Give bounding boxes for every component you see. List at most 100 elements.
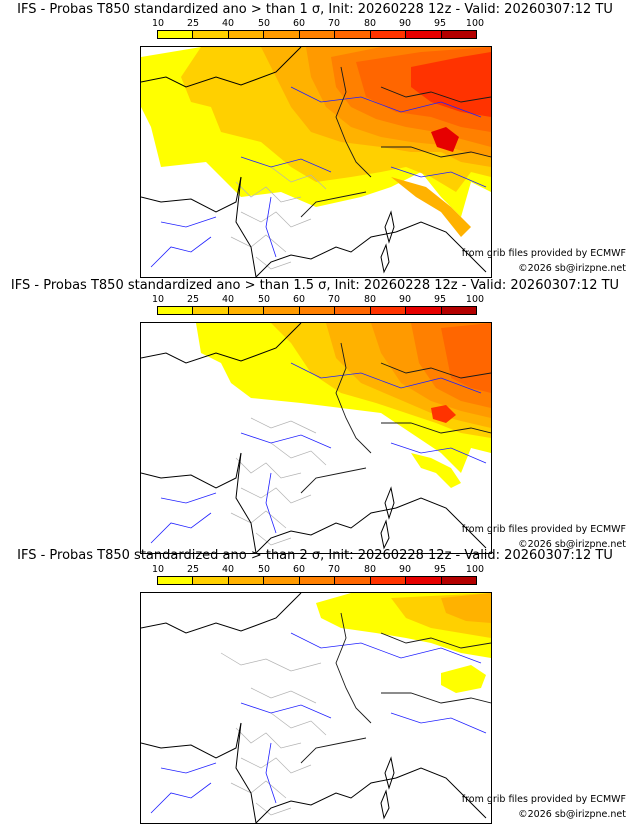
rivers — [150, 362, 487, 544]
colorbar-label-80: 80 — [363, 294, 377, 305]
colorbar-segment-50-60 — [264, 31, 300, 38]
colorbar-label-40: 40 — [221, 564, 235, 575]
colorbar-labels: 10 25 40 50 60 70 80 90 95 100 — [152, 564, 484, 575]
prob-area-90 — [431, 127, 459, 152]
rivers — [150, 632, 487, 814]
colorbar-segment-40-50 — [228, 577, 265, 584]
colorbar-label-95: 95 — [433, 294, 447, 305]
probability-shading — [141, 47, 491, 237]
colorbar-segment-60-70 — [299, 307, 336, 314]
colorbar-segment-25-40 — [193, 307, 229, 314]
colorbar-segment-60-70 — [299, 31, 336, 38]
colorbar-label-60: 60 — [292, 564, 306, 575]
probability-panel-2sigma: IFS - Probas T850 standardized ano > tha… — [0, 548, 630, 824]
colorbar-segment-60-70 — [299, 577, 336, 584]
colorbar-label-50: 50 — [257, 294, 271, 305]
probability-map — [140, 592, 492, 824]
coastlines — [141, 593, 487, 823]
colorbar-label-95: 95 — [433, 564, 447, 575]
colorbar-label-70: 70 — [327, 18, 341, 29]
colorbar — [157, 576, 477, 585]
colorbar-segment-50-60 — [264, 307, 300, 314]
panel-title: IFS - Probas T850 standardized ano > tha… — [10, 278, 620, 293]
colorbar-label-95: 95 — [433, 18, 447, 29]
colorbar-segment-80-90 — [370, 307, 407, 314]
colorbar-segment-70-80 — [335, 577, 371, 584]
colorbar-segment-40-50 — [228, 31, 265, 38]
colorbar-segment-80-90 — [370, 31, 407, 38]
source-credit: from grib files provided by ECMWF — [461, 524, 626, 535]
colorbar-segment-25-40 — [193, 577, 229, 584]
prob-area-80 — [431, 405, 456, 423]
colorbar-label-25: 25 — [186, 564, 200, 575]
colorbar-segment-90-95 — [406, 307, 442, 314]
colorbar-label-100: 100 — [465, 18, 485, 29]
coastlines — [141, 323, 487, 553]
region-outlines — [230, 417, 327, 546]
colorbar-segment-70-80 — [335, 31, 371, 38]
colorbar-label-25: 25 — [186, 18, 200, 29]
national-borders — [300, 66, 491, 218]
probability-map — [140, 322, 492, 554]
colorbar-label-50: 50 — [257, 18, 271, 29]
probability-panel-1sigma: IFS - Probas T850 standardized ano > tha… — [0, 2, 630, 278]
prob-area-40 — [441, 593, 491, 623]
colorbar-segment-10-25 — [158, 577, 194, 584]
source-credit: from grib files provided by ECMWF — [461, 794, 626, 805]
colorbar-label-90: 90 — [398, 564, 412, 575]
region-outlines — [230, 166, 327, 270]
colorbar-labels: 10 25 40 50 60 70 80 90 95 100 — [152, 18, 484, 29]
prob-area-alps-tail — [391, 177, 471, 237]
panel-title: IFS - Probas T850 standardized ano > tha… — [17, 2, 613, 17]
probability-panel-1_5sigma: IFS - Probas T850 standardized ano > tha… — [0, 278, 630, 554]
colorbar-label-60: 60 — [292, 18, 306, 29]
colorbar-segment-95-100 — [441, 577, 476, 584]
copyright: ©2026 sb@irizpne.net — [518, 539, 626, 550]
probability-map — [140, 46, 492, 278]
source-credit: from grib files provided by ECMWF — [461, 248, 626, 259]
colorbar-segment-95-100 — [441, 31, 476, 38]
colorbar-segment-90-95 — [406, 31, 442, 38]
colorbar-label-70: 70 — [327, 564, 341, 575]
colorbar-segment-95-100 — [441, 307, 476, 314]
colorbar-label-90: 90 — [398, 294, 412, 305]
coastlines — [141, 47, 487, 277]
colorbar-label-90: 90 — [398, 18, 412, 29]
prob-area-10-alps-east — [441, 665, 486, 693]
copyright: ©2026 sb@irizpne.net — [518, 809, 626, 820]
map-canvas — [141, 593, 491, 823]
probability-shading — [316, 593, 491, 693]
colorbar-label-10: 10 — [151, 294, 165, 305]
colorbar-label-50: 50 — [257, 564, 271, 575]
colorbar-labels: 10 25 40 50 60 70 80 90 95 100 — [152, 294, 484, 305]
colorbar-segment-90-95 — [406, 577, 442, 584]
colorbar-segment-25-40 — [193, 31, 229, 38]
colorbar-segment-70-80 — [335, 307, 371, 314]
colorbar-segment-10-25 — [158, 31, 194, 38]
colorbar-label-80: 80 — [363, 564, 377, 575]
colorbar — [157, 306, 477, 315]
colorbar-segment-10-25 — [158, 307, 194, 314]
map-canvas — [141, 323, 491, 553]
panel-title: IFS - Probas T850 standardized ano > tha… — [17, 548, 613, 563]
colorbar-label-100: 100 — [465, 294, 485, 305]
map-canvas — [141, 47, 491, 277]
colorbar-label-70: 70 — [327, 294, 341, 305]
colorbar-label-40: 40 — [221, 294, 235, 305]
colorbar-label-10: 10 — [151, 564, 165, 575]
national-borders — [300, 342, 491, 494]
national-borders — [300, 612, 491, 764]
colorbar-label-100: 100 — [465, 564, 485, 575]
colorbar-label-10: 10 — [151, 18, 165, 29]
colorbar-label-25: 25 — [186, 294, 200, 305]
colorbar-segment-80-90 — [370, 577, 407, 584]
colorbar-segment-40-50 — [228, 307, 265, 314]
copyright: ©2026 sb@irizpne.net — [518, 263, 626, 274]
rivers — [150, 86, 487, 268]
colorbar-label-40: 40 — [221, 18, 235, 29]
region-outlines — [220, 652, 327, 816]
prob-area-10-corsica-alps — [411, 453, 461, 488]
colorbar-segment-50-60 — [264, 577, 300, 584]
colorbar-label-60: 60 — [292, 294, 306, 305]
colorbar-label-80: 80 — [363, 18, 377, 29]
